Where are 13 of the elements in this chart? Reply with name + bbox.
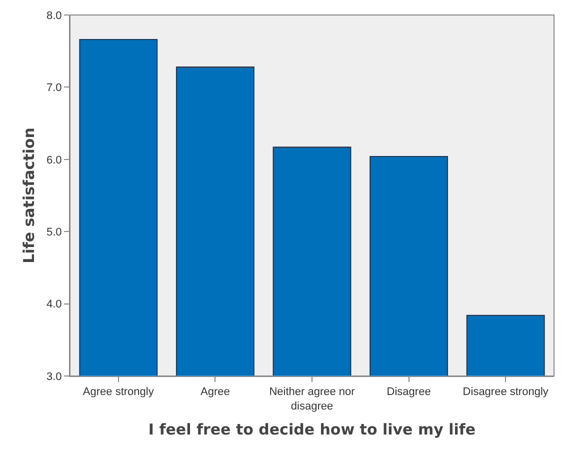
x-tick-label: Disagree strongly bbox=[462, 386, 549, 398]
y-tick-label: 6.0 bbox=[46, 154, 62, 166]
y-tick-label: 5.0 bbox=[46, 226, 62, 238]
y-tick-label: 4.0 bbox=[46, 298, 62, 311]
x-tick-label: Disagree bbox=[386, 386, 431, 398]
y-tick-label: 7.0 bbox=[46, 82, 62, 94]
x-tick-label: Agree bbox=[200, 386, 230, 398]
y-tick-label: 8.0 bbox=[46, 10, 62, 22]
x-tick-label: Neither agree nor disagree bbox=[269, 386, 356, 412]
y-axis-title: Life satisfaction bbox=[20, 128, 38, 264]
x-tick-label: Agree strongly bbox=[82, 386, 154, 398]
y-tick-label: 3.0 bbox=[46, 370, 62, 383]
x-axis-title: I feel free to decide how to live my life bbox=[148, 420, 476, 438]
